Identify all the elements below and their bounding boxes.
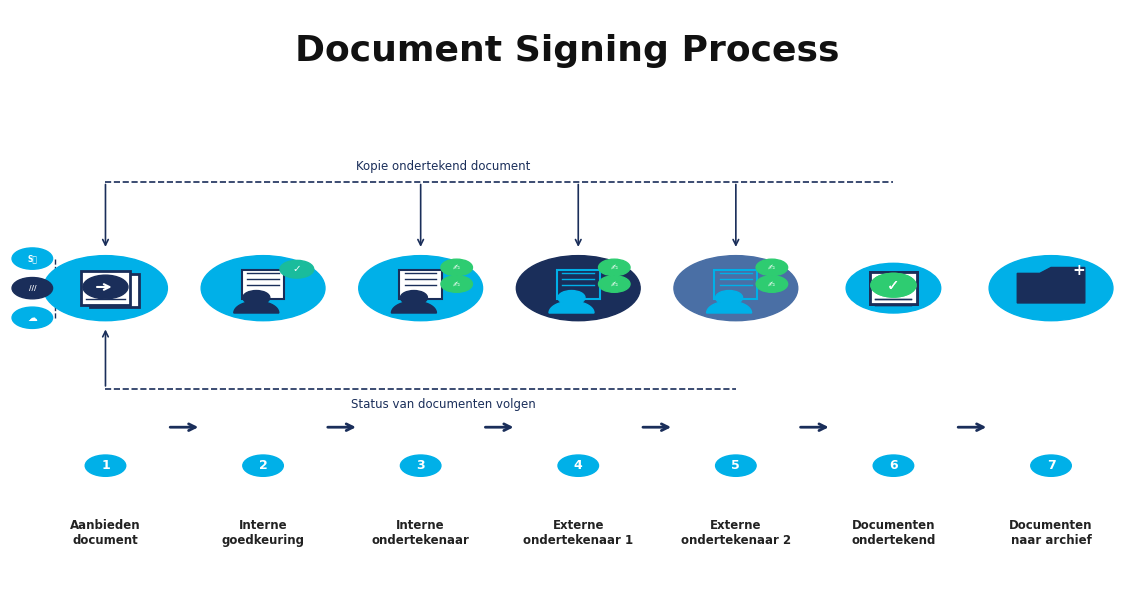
- Text: S⬥: S⬥: [27, 254, 37, 263]
- Circle shape: [599, 259, 631, 276]
- Text: ✓: ✓: [887, 278, 899, 293]
- Text: ✍: ✍: [454, 263, 460, 272]
- Text: ondertekenaar: ondertekenaar: [372, 534, 469, 547]
- Circle shape: [873, 455, 914, 476]
- Circle shape: [12, 248, 52, 269]
- Circle shape: [441, 259, 473, 276]
- Circle shape: [756, 259, 788, 276]
- FancyBboxPatch shape: [870, 272, 917, 304]
- Circle shape: [846, 263, 941, 313]
- Text: Documenten: Documenten: [1009, 519, 1093, 532]
- Circle shape: [12, 278, 52, 299]
- Polygon shape: [706, 301, 752, 313]
- Text: ondertekenaar 2: ondertekenaar 2: [680, 534, 790, 547]
- Circle shape: [243, 455, 284, 476]
- Circle shape: [1031, 455, 1072, 476]
- Text: ondertekend: ondertekend: [852, 534, 936, 547]
- Text: naar archief: naar archief: [1010, 534, 1091, 547]
- Text: +: +: [1073, 263, 1085, 278]
- Text: Kopie ondertekend document: Kopie ondertekend document: [356, 160, 531, 173]
- FancyBboxPatch shape: [870, 272, 917, 304]
- Circle shape: [599, 276, 631, 292]
- Circle shape: [674, 256, 797, 321]
- Text: ///: ///: [28, 285, 36, 291]
- Text: Externe: Externe: [552, 519, 604, 532]
- Circle shape: [280, 260, 314, 278]
- Circle shape: [400, 455, 441, 476]
- Text: Interne: Interne: [397, 519, 445, 532]
- FancyBboxPatch shape: [557, 270, 600, 299]
- FancyBboxPatch shape: [399, 270, 442, 299]
- Text: Aanbieden: Aanbieden: [70, 519, 141, 532]
- Text: 1: 1: [101, 459, 110, 472]
- Text: 5: 5: [731, 459, 741, 472]
- Text: Documenten: Documenten: [852, 519, 936, 532]
- Polygon shape: [1017, 268, 1085, 303]
- Text: ✓: ✓: [293, 264, 302, 274]
- Circle shape: [358, 256, 483, 321]
- FancyBboxPatch shape: [242, 270, 285, 299]
- Circle shape: [441, 276, 473, 292]
- Circle shape: [716, 455, 756, 476]
- Circle shape: [871, 274, 916, 297]
- Text: 2: 2: [259, 459, 268, 472]
- Polygon shape: [549, 301, 594, 313]
- Text: 4: 4: [574, 459, 583, 472]
- Text: document: document: [73, 534, 138, 547]
- Text: 6: 6: [889, 459, 898, 472]
- Circle shape: [85, 455, 126, 476]
- Circle shape: [12, 307, 52, 328]
- Circle shape: [871, 274, 916, 297]
- Circle shape: [989, 256, 1112, 321]
- Polygon shape: [391, 301, 437, 313]
- Text: ✓: ✓: [887, 278, 899, 293]
- Circle shape: [716, 290, 743, 305]
- Text: ✍: ✍: [611, 263, 618, 272]
- Text: 3: 3: [416, 459, 425, 472]
- Text: ✍: ✍: [611, 280, 618, 289]
- Circle shape: [43, 256, 168, 321]
- Text: Externe: Externe: [710, 519, 762, 532]
- Circle shape: [756, 276, 788, 292]
- Circle shape: [516, 256, 641, 321]
- FancyBboxPatch shape: [81, 271, 130, 305]
- Text: ✍: ✍: [454, 280, 460, 289]
- Circle shape: [558, 455, 599, 476]
- Text: goedkeuring: goedkeuring: [221, 534, 305, 547]
- Circle shape: [83, 275, 128, 299]
- Text: ✍: ✍: [769, 263, 776, 272]
- FancyBboxPatch shape: [90, 274, 139, 307]
- Circle shape: [243, 290, 270, 305]
- Text: ☁: ☁: [27, 313, 37, 323]
- Text: Interne: Interne: [239, 519, 287, 532]
- Circle shape: [558, 290, 585, 305]
- FancyBboxPatch shape: [714, 270, 758, 299]
- Text: ondertekenaar 1: ondertekenaar 1: [523, 534, 633, 547]
- Circle shape: [400, 290, 428, 305]
- Polygon shape: [234, 301, 279, 313]
- Text: Status van documenten volgen: Status van documenten volgen: [350, 398, 535, 410]
- Text: ✍: ✍: [769, 280, 776, 289]
- Text: Document Signing Process: Document Signing Process: [295, 34, 839, 68]
- Text: 7: 7: [1047, 459, 1056, 472]
- Circle shape: [201, 256, 325, 321]
